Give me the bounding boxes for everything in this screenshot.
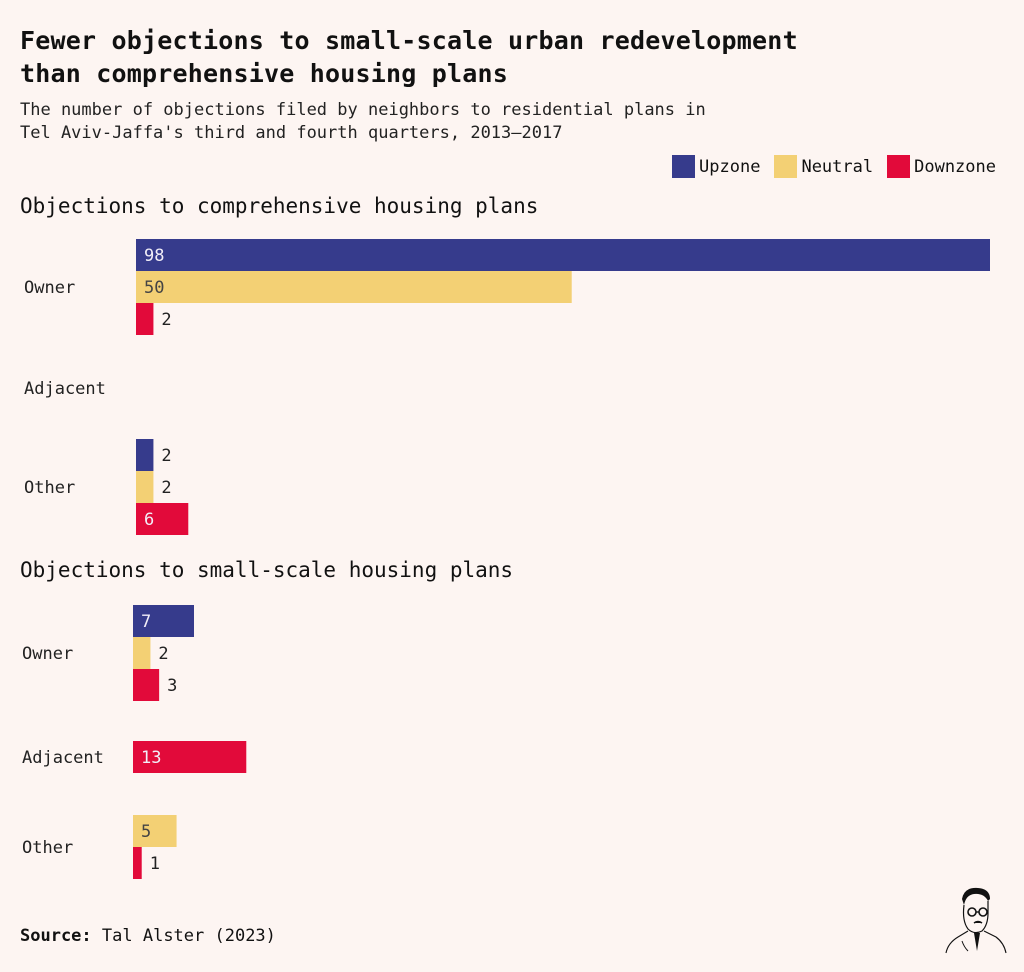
panel-title-small-scale: Objections to small-scale housing plans <box>20 558 514 582</box>
chart-subtitle-line-2: Tel Aviv-Jaffa's third and fourth quarte… <box>20 123 563 143</box>
bar-downzone-other <box>133 847 142 879</box>
data-label: 3 <box>167 676 177 696</box>
bar-downzone-owner <box>133 669 160 701</box>
portrait-illustration-icon <box>945 887 1007 954</box>
bar-downzone-other <box>136 503 189 535</box>
category-label-other: Other <box>24 478 75 498</box>
bar-upzone-owner <box>133 605 194 637</box>
data-label: 7 <box>141 612 151 632</box>
data-label: 50 <box>144 278 164 298</box>
source-text: Tal Alster (2023) <box>101 926 276 946</box>
data-label: 2 <box>161 478 171 498</box>
legend-item-upzone: Upzone <box>672 155 760 178</box>
data-label: 13 <box>141 748 161 768</box>
legend-swatch-downzone <box>887 155 911 178</box>
source-label: Source: <box>20 926 92 946</box>
category-label-owner: Owner <box>24 278 75 298</box>
bar-downzone-owner <box>136 303 154 335</box>
bar-upzone-owner <box>136 239 990 271</box>
category-label-adjacent: Adjacent <box>22 748 104 768</box>
legend-item-downzone: Downzone <box>887 155 996 178</box>
data-label: 6 <box>144 510 154 530</box>
legend-label-neutral: Neutral <box>801 156 874 177</box>
chart-title-line-1: Fewer objections to small-scale urban re… <box>20 26 798 55</box>
data-label: 5 <box>141 822 151 842</box>
legend-item-neutral: Neutral <box>774 155 873 178</box>
category-label-owner: Owner <box>22 644 73 664</box>
bar-downzone-adjacent <box>133 741 247 773</box>
legend-swatch-upzone <box>672 155 696 178</box>
chart-subtitle: The number of objections filed by neighb… <box>20 99 706 145</box>
bar-neutral-owner <box>133 637 151 669</box>
panel-title-comprehensive: Objections to comprehensive housing plan… <box>20 194 539 218</box>
category-label-other: Other <box>22 838 73 858</box>
category-label-adjacent: Adjacent <box>24 379 106 399</box>
data-label: 2 <box>158 644 168 664</box>
bar-upzone-other <box>136 439 154 471</box>
legend-label-downzone: Downzone <box>914 156 996 177</box>
data-label: 2 <box>161 446 171 466</box>
source-note: Source: Tal Alster (2023) <box>20 926 276 946</box>
data-label: 2 <box>161 310 171 330</box>
bar-neutral-owner <box>136 271 572 303</box>
bar-neutral-other <box>133 815 177 847</box>
chart-title-line-2: than comprehensive housing plans <box>20 59 509 88</box>
data-label: 98 <box>144 246 164 266</box>
chart-title: Fewer objections to small-scale urban re… <box>20 24 798 90</box>
legend-swatch-neutral <box>774 155 798 178</box>
chart-subtitle-line-1: The number of objections filed by neighb… <box>20 100 706 120</box>
legend-label-upzone: Upzone <box>699 156 761 177</box>
legend: Upzone Neutral Downzone <box>658 155 996 178</box>
data-label: 1 <box>150 854 160 874</box>
bar-neutral-other <box>136 471 154 503</box>
